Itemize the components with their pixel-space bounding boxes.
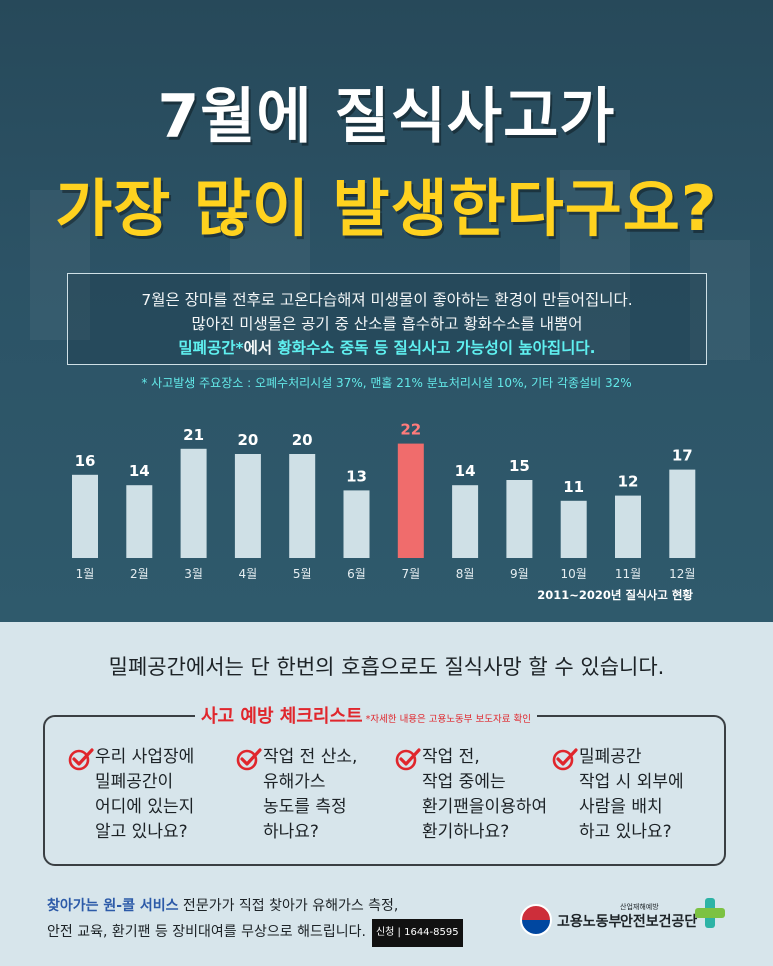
value-label-12월: 17 xyxy=(672,447,693,465)
bar-9월 xyxy=(506,480,533,558)
category-label-12월: 12월 xyxy=(669,567,695,581)
moel-emblem-icon xyxy=(520,904,552,936)
category-label-4월: 4월 xyxy=(239,567,258,581)
bar-10월 xyxy=(560,500,587,558)
value-label-6월: 13 xyxy=(346,467,367,485)
category-label-10월: 10월 xyxy=(561,567,587,581)
service-highlight: 찾아가는 원-콜 서비스 xyxy=(47,898,179,914)
checklist-line: 유해가스 xyxy=(263,772,326,792)
kosha-logo-subtext: 산업재해예방 xyxy=(620,903,659,911)
value-label-8월: 14 xyxy=(455,462,476,480)
chart-caption: 2011~2020년 질식사고 현황 xyxy=(537,588,693,602)
value-label-5월: 20 xyxy=(292,431,313,449)
checklist-line: 농도를 측정 xyxy=(263,797,347,817)
checklist-subtitle: *자세한 내용은 고용노동부 보도자료 확인 xyxy=(365,714,531,725)
checklist-line: 어디에 있는지 xyxy=(95,797,195,817)
check-icon xyxy=(395,748,421,771)
location-note: * 사고발생 주요장소 : 오폐수처리시설 37%, 맨홀 21% 분뇨처리시설… xyxy=(141,376,632,390)
warning-headline: 밀폐공간에서는 단 한번의 호흡으로도 질식사망 할 수 있습니다. xyxy=(108,655,665,679)
bar-11월 xyxy=(615,495,641,558)
info-line-3-mid: 에서 xyxy=(243,339,278,357)
info-line-2: 많아진 미생물은 공기 중 산소를 흡수하고 황화수소를 내뿜어 xyxy=(191,315,583,333)
value-label-7월: 22 xyxy=(400,421,421,439)
category-label-11월: 11월 xyxy=(615,567,641,581)
checklist-line: 하고 있나요? xyxy=(579,822,672,842)
category-label-6월: 6월 xyxy=(347,567,366,581)
service-line-2: 안전 교육, 환기팬 등 장비대여를 무상으로 해드립니다. xyxy=(47,924,366,940)
bar-5월 xyxy=(289,454,316,558)
category-label-3월: 3월 xyxy=(184,567,203,581)
bar-4월 xyxy=(234,454,261,558)
checklist-line: 알고 있나요? xyxy=(95,822,188,842)
category-label-1월: 1월 xyxy=(76,567,95,581)
apply-phone-badge: 신청 | 1644-8595 xyxy=(371,919,463,947)
bar-12월 xyxy=(669,469,696,558)
checklist-line: 작업 전 산소, xyxy=(263,747,358,767)
checklist-line: 환기팬을이용하여 xyxy=(422,797,548,817)
bar-1월 xyxy=(72,474,98,558)
checklist-line: 우리 사업장에 xyxy=(95,747,195,767)
info-line-1: 7월은 장마를 전후로 고온다습해져 미생물이 좋아하는 환경이 만들어집니다. xyxy=(141,291,633,309)
moel-logo-text: 고용노동부 xyxy=(557,914,622,930)
checklist-line: 작업 전, xyxy=(422,747,480,767)
value-label-3월: 21 xyxy=(183,426,204,444)
service-info: 찾아가는 원-콜 서비스 전문가가 직접 찾아가 유해가스 측정, 안전 교육,… xyxy=(47,893,463,947)
checklist-title-text: 사고 예방 체크리스트 xyxy=(201,706,363,727)
category-label-2월: 2월 xyxy=(130,567,149,581)
value-label-10월: 11 xyxy=(563,478,584,496)
title-line-2: 가장 많이 발생한다구요? xyxy=(55,172,718,245)
title-line-1: 7월에 질식사고가 xyxy=(157,82,616,152)
checklist-line: 밀폐공간이 xyxy=(95,772,174,792)
value-label-4월: 20 xyxy=(237,431,258,449)
service-line-1: 전문가가 직접 찾아가 유해가스 측정, xyxy=(178,898,399,914)
checklist-line: 하나요? xyxy=(263,822,319,842)
checklist-title: 사고 예방 체크리스트 *자세한 내용은 고용노동부 보도자료 확인 xyxy=(195,702,537,728)
info-line-3: 밀폐공간*에서 황화수소 중독 등 질식사고 가능성이 높아집니다. xyxy=(68,336,706,358)
info-highlight-2: 황화수소 중독 등 질식사고 가능성이 높아집니다. xyxy=(277,339,596,357)
kosha-cross-icon xyxy=(695,898,725,928)
value-label-9월: 15 xyxy=(509,457,530,475)
check-icon xyxy=(236,748,262,771)
bar-6월 xyxy=(343,490,370,558)
checklist-line: 환기하나요? xyxy=(422,822,510,842)
check-icon xyxy=(552,748,578,771)
building-silhouette xyxy=(30,190,90,340)
value-label-2월: 14 xyxy=(129,462,150,480)
bar-3월 xyxy=(180,448,207,558)
bar-8월 xyxy=(452,485,479,558)
bar-7월 xyxy=(397,443,424,558)
checklist-line: 사람을 배치 xyxy=(579,797,663,817)
bar-2월 xyxy=(126,485,153,558)
value-label-11월: 12 xyxy=(618,473,639,491)
category-label-9월: 9월 xyxy=(510,567,529,581)
kosha-logo-text: 안전보건공단 xyxy=(620,914,698,930)
checklist-line: 작업 시 외부에 xyxy=(579,772,684,792)
building-silhouette xyxy=(690,240,750,360)
info-box: 7월은 장마를 전후로 고온다습해져 미생물이 좋아하는 환경이 만들어집니다.… xyxy=(67,273,707,365)
building-silhouette xyxy=(230,200,310,370)
category-label-8월: 8월 xyxy=(456,567,475,581)
check-icon xyxy=(68,748,94,771)
monthly-bar-chart: 16 1월 14 2월 21 3월 20 4월 20 5월 13 6월 22 7월 14 8월 15 9월 11 10… xyxy=(72,421,696,581)
value-label-1월: 16 xyxy=(75,452,96,470)
checklist-line: 밀폐공간 xyxy=(579,747,642,767)
bottom-panel xyxy=(0,622,773,966)
category-label-7월: 7월 xyxy=(401,567,420,581)
checklist-line: 작업 중에는 xyxy=(422,772,506,792)
building-silhouette xyxy=(560,170,630,360)
category-label-5월: 5월 xyxy=(293,567,312,581)
info-highlight-1: 밀폐공간* xyxy=(178,339,244,357)
